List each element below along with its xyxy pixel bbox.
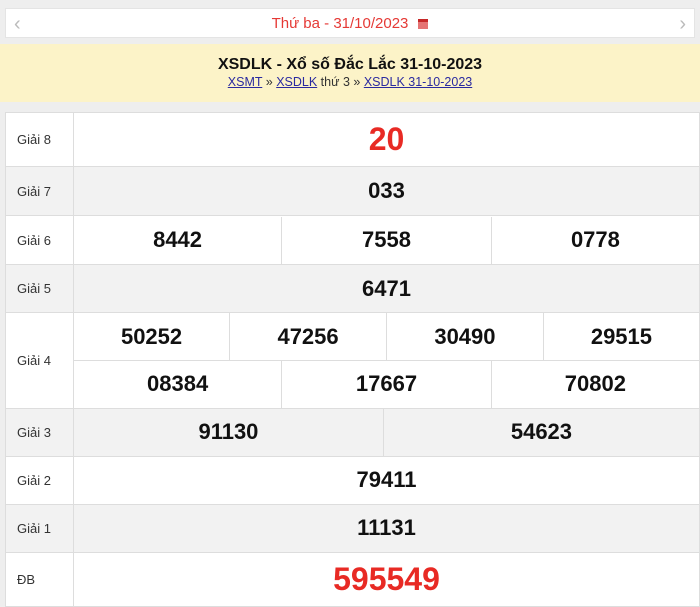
prize-number: 70802	[490, 360, 699, 408]
prize-label: Giải 5	[5, 264, 74, 313]
prize-label: Giải 6	[5, 215, 74, 265]
prize-number: 11131	[73, 503, 700, 553]
breadcrumb-separator: »	[353, 75, 361, 89]
prize-number: 17667	[281, 360, 492, 408]
prize-number: 6471	[73, 264, 700, 313]
next-day-button[interactable]: ›	[679, 13, 686, 35]
prize-row-4: Giải 4 50252 47256 30490 29515 08384 176…	[5, 312, 700, 409]
prize-label: Giải 2	[5, 455, 74, 505]
prize-row-7: Giải 7 033	[5, 166, 700, 216]
prize-number: 8442	[153, 227, 203, 252]
breadcrumb-text: thứ 3	[320, 75, 350, 89]
breadcrumb-xsmt[interactable]: XSMT	[227, 75, 263, 89]
prize-number: 0778	[490, 216, 699, 264]
prize-label: Giải 8	[5, 112, 74, 167]
prize-number: 7558	[281, 216, 492, 264]
date-label: Thứ ba - 31/10/2023	[271, 14, 409, 32]
special-prize-number: 595549	[73, 551, 700, 607]
prize-label: Giải 4	[5, 312, 74, 409]
prize-row-3: Giải 3 91130 54623	[5, 407, 700, 457]
prize-number: 91130	[74, 408, 384, 456]
prize-number: 033	[73, 166, 700, 216]
date-picker[interactable]: Thứ ba - 31/10/2023	[272, 15, 429, 32]
prize-label: Giải 1	[5, 503, 74, 553]
prize-label: ĐB	[5, 551, 74, 607]
page-title: XSDLK - Xổ số Đắc Lắc 31-10-2023	[217, 56, 483, 73]
prize-row-8: Giải 8 20	[5, 112, 700, 167]
prize-row-2: Giải 2 79411	[5, 455, 700, 505]
prize-number: 79411	[73, 455, 700, 505]
prize-row-6: Giải 6 8442 7558 0778	[5, 215, 700, 265]
prize-row-special: ĐB 595549	[5, 551, 700, 607]
prize-number: 54623	[382, 408, 699, 456]
prize-number: 47256	[229, 313, 387, 360]
prize-number: 30490	[385, 313, 544, 360]
prize-row-5: Giải 5 6471	[5, 264, 700, 313]
calendar-icon[interactable]	[418, 18, 429, 29]
prize-number: 08384	[147, 371, 209, 397]
results-header: XSDLK - Xổ số Đắc Lắc 31-10-2023 XSMT » …	[0, 44, 700, 102]
prize-label: Giải 3	[5, 407, 74, 457]
results-table: Giải 8 20 Giải 7 033 Giải 6 8442 7558 0778…	[5, 112, 700, 607]
date-navigator: ‹ Thứ ba - 31/10/2023 ›	[5, 8, 695, 38]
breadcrumb-xsdlk[interactable]: XSDLK	[276, 75, 318, 89]
prize-number: 20	[73, 112, 700, 167]
prev-day-button[interactable]: ‹	[14, 13, 21, 35]
breadcrumb-xsdlk-date[interactable]: XSDLK 31-10-2023	[363, 75, 473, 89]
prize-number: 50252	[120, 323, 183, 349]
breadcrumb-separator: »	[265, 75, 273, 89]
breadcrumb: XSMT » XSDLK thứ 3 » XSDLK 31-10-2023	[0, 75, 700, 89]
prize-row-1: Giải 1 11131	[5, 503, 700, 553]
prize-number: 29515	[542, 313, 699, 360]
prize-label: Giải 7	[5, 166, 74, 216]
